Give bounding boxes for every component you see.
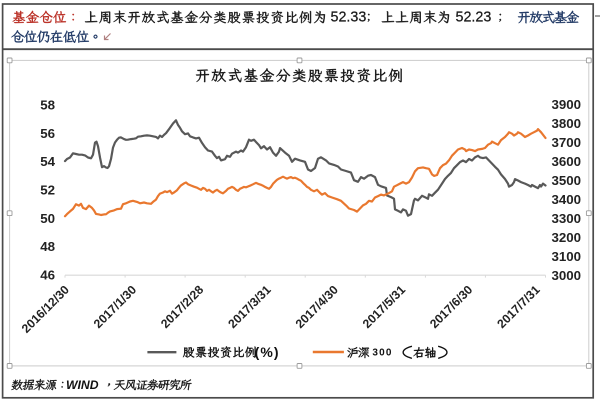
svg-text:3800: 3800	[552, 116, 582, 131]
svg-text:3100: 3100	[552, 249, 582, 264]
svg-text:3700: 3700	[552, 135, 582, 150]
svg-text:52.33: 52.33	[331, 9, 367, 25]
svg-text:58: 58	[40, 98, 55, 113]
svg-text:3300: 3300	[552, 211, 582, 226]
svg-text:48: 48	[40, 239, 55, 254]
svg-text:WIND: WIND	[66, 378, 99, 392]
svg-text:3200: 3200	[552, 230, 582, 245]
svg-text:54: 54	[40, 154, 55, 169]
svg-text:3500: 3500	[552, 173, 582, 188]
svg-text:3600: 3600	[552, 154, 582, 169]
svg-text:3400: 3400	[552, 192, 582, 207]
svg-text:3900: 3900	[552, 97, 582, 112]
svg-text:52: 52	[40, 183, 55, 198]
svg-text:56: 56	[40, 126, 55, 141]
svg-text:46: 46	[40, 267, 55, 282]
svg-text:300: 300	[372, 348, 392, 359]
svg-text:(%): (%)	[255, 344, 280, 360]
svg-text:52.23: 52.23	[456, 9, 492, 25]
svg-text:50: 50	[40, 211, 55, 226]
svg-text:3000: 3000	[552, 268, 582, 283]
